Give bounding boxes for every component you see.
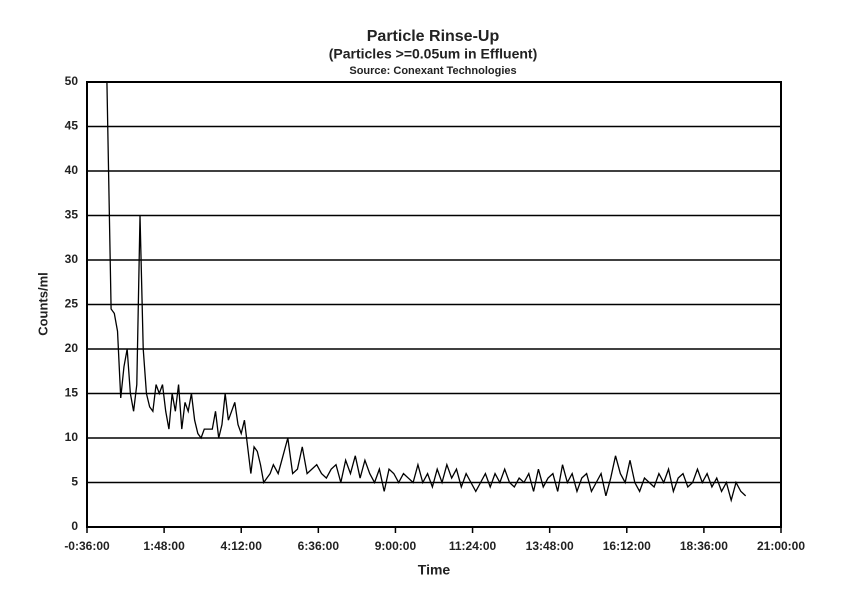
x-axis-label: Time: [418, 562, 451, 578]
y-tick-label: 45: [65, 119, 79, 133]
x-tick-label: 4:12:00: [221, 539, 263, 553]
x-tick-label: 13:48:00: [526, 539, 574, 553]
y-tick-label: 0: [71, 519, 78, 533]
y-tick-label: 30: [65, 252, 79, 266]
x-tick-label: 1:48:00: [143, 539, 185, 553]
y-tick-label: 50: [65, 74, 79, 88]
chart-source: Source: Conexant Technologies: [349, 65, 516, 77]
y-axis-label: Counts/ml: [35, 272, 50, 336]
y-tick-label: 15: [65, 386, 79, 400]
plot-frame: [86, 81, 782, 528]
y-tick-label: 40: [65, 163, 79, 177]
x-tick-label: 9:00:00: [375, 539, 417, 553]
x-tick-label: 6:36:00: [298, 539, 340, 553]
y-tick-label: 35: [65, 208, 79, 222]
chart-subtitle: (Particles >=0.05um in Effluent): [329, 46, 538, 62]
data-line: [106, 81, 747, 503]
chart-title: Particle Rinse-Up: [367, 28, 500, 45]
x-tick-label: 16:12:00: [603, 539, 651, 553]
x-tick-label: 21:00:00: [757, 539, 805, 553]
y-tick-label: 5: [71, 475, 78, 489]
x-tick-label: 18:36:00: [680, 539, 728, 553]
x-tick-label: -0:36:00: [64, 539, 110, 553]
y-tick-label: 20: [65, 341, 79, 355]
y-tick-label: 25: [65, 297, 79, 311]
y-tick-label: 10: [65, 430, 79, 444]
x-tick-label: 11:24:00: [449, 539, 497, 553]
